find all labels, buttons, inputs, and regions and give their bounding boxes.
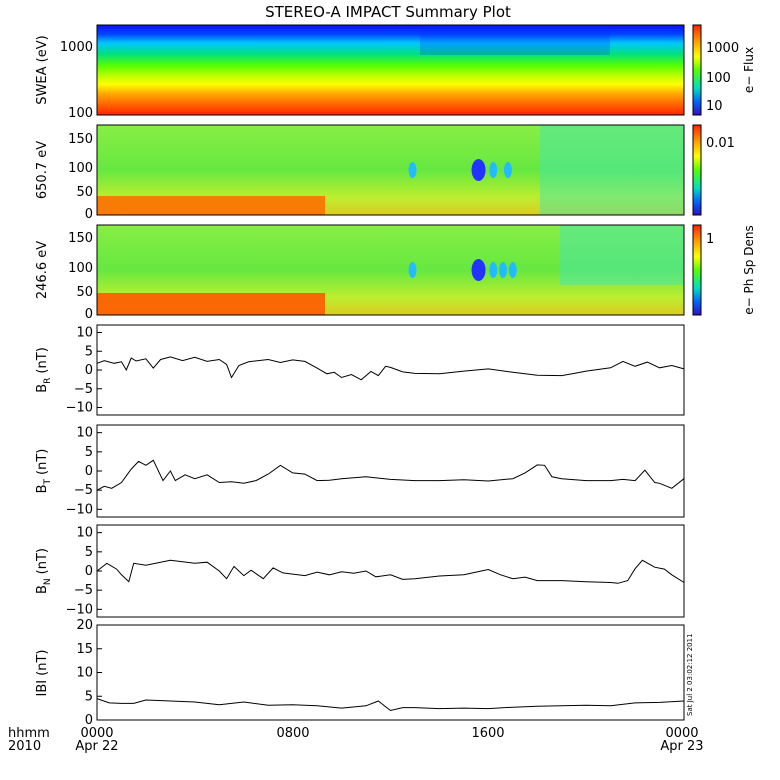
br-ylabel: BR(nT) (35, 347, 53, 393)
x-row1-label: hhmm (8, 726, 50, 741)
swea-ylabel: SWEA (eV) (35, 35, 50, 104)
br-panel: 10 5 0 −5 −10 BR(nT) (35, 324, 685, 416)
swea-dim-region (420, 25, 610, 55)
ytick-label: 15 (76, 642, 93, 657)
bn-frame (96, 524, 685, 618)
bt-trace (96, 459, 685, 491)
ytick-label: 10 (76, 526, 93, 541)
pad-650-cyan-region (540, 125, 684, 215)
pad-650-ytick-150: 150 (68, 132, 93, 147)
swea-spectrogram (97, 25, 684, 115)
pad-650-ytick-50: 50 (76, 185, 93, 200)
swea-cb-tick-10: 10 (706, 99, 723, 114)
pad-246-cb-tick: 1 (706, 232, 714, 247)
pad-246-ylabel: 246.6 eV (35, 241, 50, 299)
swea-frame (96, 24, 685, 116)
pad-650-colorbar (692, 124, 702, 216)
ytick-label: −10 (66, 401, 93, 416)
x-tick-0000: 0000 (80, 726, 113, 741)
pad-spot (408, 262, 417, 278)
ytick-label: 5 (85, 344, 93, 359)
pad-650-panel: 150 100 50 0 650.7 eV 0.01 (35, 124, 735, 222)
ytick-label: 10 (76, 326, 93, 341)
pad-spot (508, 262, 517, 278)
ytick-label: 10 (76, 666, 93, 681)
ytick-label: −5 (74, 382, 93, 397)
pad-650-ytick-0: 0 (85, 207, 93, 222)
br-yticks: 10 5 0 −5 −10 (66, 326, 102, 416)
ytick-label: 0 (85, 564, 93, 579)
ytick-label: −5 (74, 483, 93, 498)
swea-cb-label: e− Flux (742, 47, 756, 93)
pad-spot (471, 159, 486, 181)
ytick-label: 5 (85, 689, 93, 704)
pad-650-ytick-100: 100 (68, 161, 93, 176)
pad-246-low-band (97, 293, 325, 315)
bt-panel: 10 5 0 −5 −10 BT(nT) (35, 424, 685, 518)
x-date-start: Apr 22 (75, 739, 118, 754)
swea-panel: 1000 100 SWEA (eV) 1000 100 10 e− Flux (35, 24, 756, 121)
pad-spot (499, 262, 508, 278)
ytick-label: −10 (66, 502, 93, 517)
pad-spot (503, 162, 512, 178)
ytick-label: −10 (66, 602, 93, 617)
bn-trace (96, 559, 685, 584)
x-tick-0800: 0800 (276, 726, 309, 741)
pad-650-cb-tick: 0.01 (706, 136, 735, 151)
pad-650-frame (96, 124, 685, 216)
ytick-label: 20 (76, 618, 93, 633)
pad-650-ylabel: 650.7 eV (35, 141, 50, 199)
pad-246-cyan-region (560, 225, 684, 285)
pad-246-panel: 150 100 50 0 246.6 eV 1 e− Ph Sp Dens (35, 224, 756, 322)
br-trace (96, 356, 685, 381)
pad-650-spots (408, 159, 512, 181)
pad-246-ytick-0: 0 (85, 307, 93, 322)
pad-246-colorbar (692, 224, 702, 316)
pad-spot (489, 162, 498, 178)
bn-yticks: 10 5 0 −5 −10 (66, 526, 102, 617)
ytick-label: 5 (85, 545, 93, 560)
pad-246-ytick-150: 150 (68, 231, 93, 246)
pad-246-ytick-50: 50 (76, 285, 93, 300)
chart-title: STEREO-A IMPACT Summary Plot (265, 3, 511, 21)
bn-panel: 10 5 0 −5 −10 BN(nT) (35, 524, 685, 618)
bn-ylabel: BN(nT) (35, 548, 53, 594)
pad-spot (471, 259, 486, 281)
swea-ytick-1000: 1000 (60, 40, 93, 55)
x-row2-label: 2010 (8, 739, 41, 754)
swea-ytick-100: 100 (68, 106, 93, 121)
pad-spot (408, 162, 417, 178)
btotal-yticks: 20 15 10 5 0 (76, 618, 102, 728)
pad-spot (489, 262, 498, 278)
ytick-label: 10 (76, 426, 93, 441)
ytick-label: 5 (85, 445, 93, 460)
pad-246-spots (408, 259, 517, 281)
ytick-label: −5 (74, 583, 93, 598)
pad-650-low-band (97, 196, 325, 215)
ytick-label: 0 (85, 713, 93, 728)
x-tick-0000-end: 0000 (665, 726, 698, 741)
swea-cb-tick-1000: 1000 (706, 41, 739, 56)
x-date-end: Apr 23 (660, 739, 703, 754)
btotal-panel: 20 15 10 5 0 IBI(nT) Sat Jul 2 03:02:12 2011 (35, 618, 694, 728)
btotal-trace (96, 698, 685, 712)
pad-cb-label: e− Ph Sp Dens (742, 225, 756, 314)
bt-yticks: 10 5 0 −5 −10 (66, 426, 102, 517)
btotal-ylabel: IBI(nT) (35, 650, 50, 697)
x-axis: hhmm 2010 0000 0800 1600 0000 Apr 22 Apr… (8, 726, 704, 754)
ytick-label: 0 (85, 464, 93, 479)
pad-246-ytick-100: 100 (68, 261, 93, 276)
ytick-label: 0 (85, 363, 93, 378)
swea-cb-tick-100: 100 (706, 71, 731, 86)
pad-246-frame (96, 224, 685, 316)
swea-colorbar (692, 24, 702, 116)
bt-ylabel: BT(nT) (35, 449, 53, 494)
plot-timestamp: Sat Jul 2 03:02:12 2011 (686, 633, 694, 716)
bt-frame (96, 424, 685, 518)
x-tick-1600: 1600 (471, 726, 504, 741)
